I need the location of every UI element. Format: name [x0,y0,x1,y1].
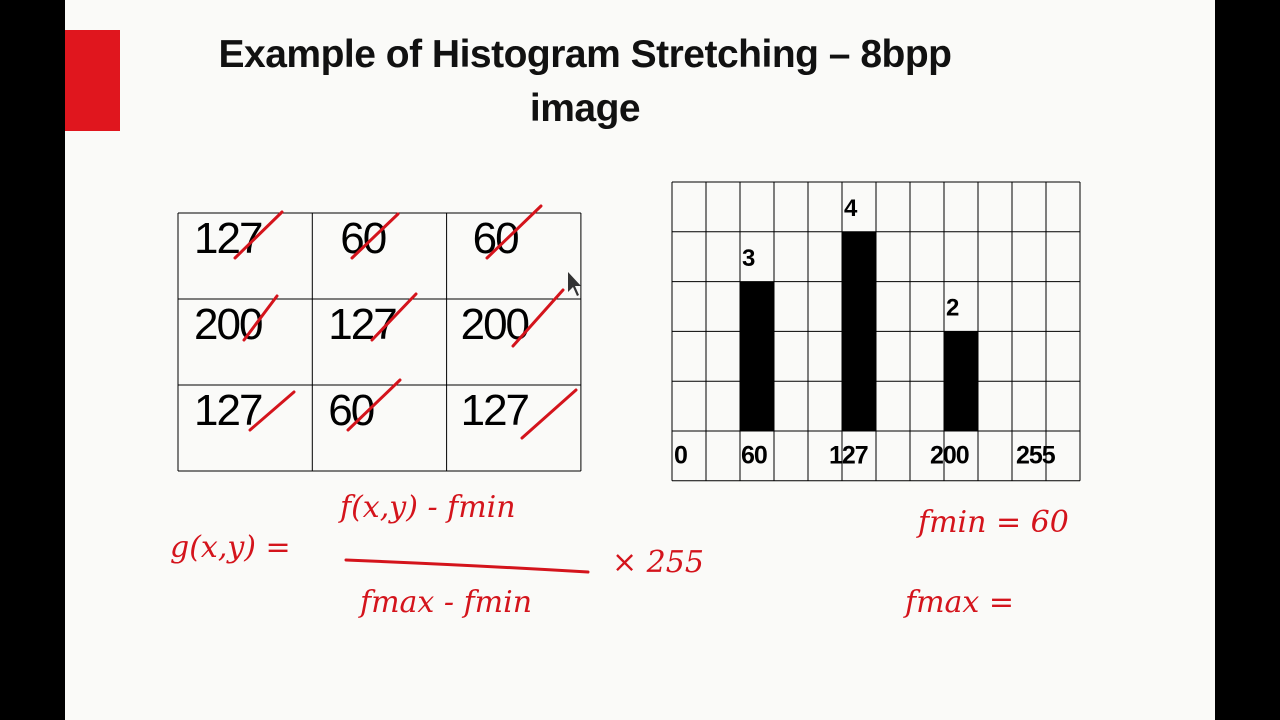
hist-axis-label: 60 [741,442,767,470]
table-cell: 127 [461,386,529,435]
formula-denominator: fmax - fmin [360,585,533,620]
fmin-note: fmin = 60 [918,505,1069,540]
slide [65,0,1215,720]
slide-title: Example of Histogram Stretching – 8bpp i… [218,33,952,130]
bar-count-label: 2 [946,295,959,322]
formula-lhs: g(x,y) = [170,530,291,565]
table-cell: 200 [194,300,262,349]
bar-count-label: 3 [742,245,755,272]
check [485,204,543,260]
check [370,292,418,342]
formula-factor: × 255 [612,545,704,580]
check [520,388,578,440]
hist-axis-label: 0 [674,442,687,470]
check [350,212,400,260]
fmax-note: fmax = [905,585,1015,620]
hist-bar [740,281,774,431]
check [346,378,402,432]
table-cell: 127 [194,214,262,263]
fraction-line [344,558,590,574]
table-cell: 60 [340,214,385,263]
formula-numerator: f(x,y) - fmin [340,490,516,525]
table-cell: 60 [473,214,518,263]
cursor [568,272,581,296]
accent-block [65,30,120,131]
check-marks [233,204,590,574]
hist-axis-label: 127 [829,442,868,470]
check [233,210,284,260]
check [242,294,279,342]
check [248,390,296,432]
check [511,288,565,348]
hist-axis-label: 255 [1016,442,1056,470]
bar-count-label: 4 [844,195,858,222]
hist-axis-label: 200 [930,442,969,470]
